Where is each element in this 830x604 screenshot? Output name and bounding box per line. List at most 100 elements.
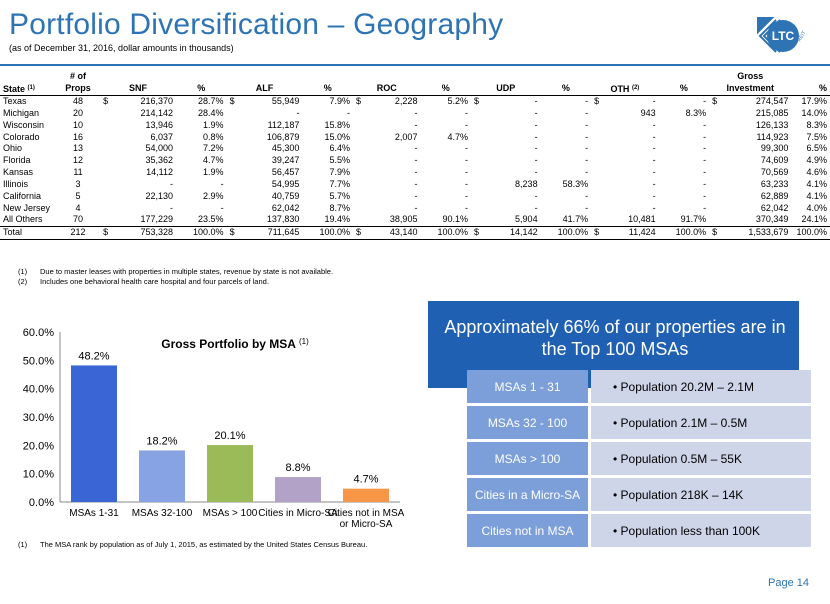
bar-value-label: 4.7% [353, 474, 378, 486]
cell-props: 11 [73, 167, 83, 178]
cell-alf: 39,247 [271, 155, 300, 166]
cell-alf-d [227, 143, 242, 155]
cell-inv: 70,569 [760, 167, 789, 178]
cell-snf-p: 0.8% [203, 131, 224, 142]
cell-roc-d: $ [353, 225, 368, 240]
msa-label: MSAs 1 - 31 [467, 370, 588, 403]
cell-oth: - [652, 179, 656, 190]
cell-oth-d [591, 214, 606, 226]
bar-value-label: 20.1% [214, 430, 245, 442]
cell-oth-p: 91.7% [680, 214, 707, 225]
cell-props: 5 [75, 190, 81, 201]
cell-oth-p: - [703, 167, 707, 178]
cell-props: 3 [75, 179, 81, 190]
y-tick-label: 20.0% [23, 440, 54, 452]
cell-alf: 40,759 [271, 190, 300, 201]
cell-inv-d [709, 214, 724, 226]
cell-props: 10 [72, 119, 83, 130]
table-row: Wisconsin 10 13,946 1.9% 112,187 15.8% - - - - - - 1… [0, 119, 830, 131]
cell-inv-d: $ [709, 225, 724, 240]
col-props-top: # of [69, 71, 86, 82]
cell-snf: 22,130 [145, 190, 173, 201]
y-tick-label: 40.0% [23, 384, 54, 396]
cell-state: Florida [3, 155, 31, 166]
cell-roc-p: - [465, 155, 469, 166]
cell-udp: 8,238 [515, 179, 538, 190]
cell-props: 48 [72, 96, 83, 107]
cell-udp-p: - [585, 107, 589, 118]
cell-oth: - [652, 119, 656, 130]
cell-udp-d: $ [471, 225, 486, 240]
cell-inv-d [709, 119, 724, 131]
table-row: Kansas 11 14,112 1.9% 56,457 7.9% - - - - - - 70,569… [0, 167, 830, 179]
cell-snf-p: 2.9% [203, 190, 224, 201]
cell-udp: 14,142 [485, 225, 541, 240]
cell-roc-p: 4.7% [447, 131, 469, 142]
cell-alf-p: 5.7% [329, 190, 351, 201]
cell-inv-d [709, 202, 724, 214]
table-row: Michigan 20 214,142 28.4% - - - - - - 943 8.3% 215,0… [0, 107, 830, 119]
cell-roc-d [353, 119, 368, 131]
cell-udp: 5,904 [515, 214, 538, 225]
cell-udp-p: 41.7% [562, 214, 589, 225]
cell-snf: 14,112 [146, 167, 173, 178]
table-footnotes: (1) Due to master leases with properties … [18, 267, 333, 287]
cell-roc-p: 5.2% [447, 96, 469, 107]
cell-inv: 62,889 [760, 190, 789, 201]
table-row: Florida 12 35,362 4.7% 39,247 5.5% - - - - - - 74,60… [0, 155, 830, 167]
cell-alf: 137,830 [266, 214, 300, 225]
cell-roc-d [353, 167, 368, 179]
cell-udp-d [471, 179, 486, 191]
cell-roc-p: - [465, 179, 469, 190]
cell-state: Total [0, 225, 56, 240]
cell-roc-p: - [465, 107, 469, 118]
cell-udp-p: - [585, 119, 589, 130]
msa-row: MSAs 32 - 100 • Population 2.1M – 0.5M [467, 406, 811, 439]
cell-udp-p: - [585, 96, 589, 107]
cell-inv-p: 14.0% [801, 107, 827, 118]
y-tick-label: 10.0% [23, 469, 54, 481]
cell-snf-d [100, 167, 115, 179]
cell-inv-d [709, 167, 724, 179]
table-total-row: Total 212 $753,328 100.0% $711,645 100.0% $43,… [0, 225, 830, 240]
cell-snf-d [100, 179, 115, 191]
cell-snf-d: $ [103, 96, 109, 107]
cell-snf-p: 23.5% [198, 214, 224, 225]
chart-footnote: (1) The MSA rank by population as of July… [18, 540, 368, 549]
cell-roc-d [353, 131, 368, 143]
cell-props: 20 [72, 107, 83, 118]
cell-inv: 274,547 [755, 96, 789, 107]
msa-population: • Population 2.1M – 0.5M [591, 406, 811, 439]
cell-oth-d: $ [591, 225, 606, 240]
cell-alf-p: 6.4% [329, 143, 351, 154]
cell-inv: 370,349 [755, 214, 789, 225]
cell-roc-p: - [465, 119, 469, 130]
msa-row: MSAs 1 - 31 • Population 20.2M – 2.1M [467, 370, 811, 403]
cell-alf-p: 8.7% [329, 202, 351, 213]
cell-alf-p: 7.9% [329, 96, 351, 107]
cell-oth-d [591, 202, 606, 214]
cell-roc: - [414, 155, 418, 166]
cell-oth: - [652, 96, 656, 107]
bar-value-label: 48.2% [78, 350, 109, 362]
cell-roc-d [353, 155, 368, 167]
cell-alf-d [227, 155, 242, 167]
cell-oth-d [591, 107, 606, 119]
cell-state: All Others [3, 214, 43, 225]
cell-inv-p: 4.6% [806, 167, 827, 178]
cell-udp-d [471, 143, 486, 155]
cell-inv-d [709, 191, 724, 203]
cell-oth: - [652, 202, 656, 213]
cell-inv-d [709, 107, 724, 119]
table-row: New Jersey 4 - - 62,042 8.7% - - - - - - 62,042 4.0% [0, 202, 830, 214]
cell-oth-p: - [703, 202, 707, 213]
cell-inv-p: 7.5% [806, 131, 827, 142]
cell-udp-d [471, 191, 486, 203]
col-investment: Investment [709, 82, 792, 96]
cell-alf: 62,042 [271, 202, 300, 213]
cell-snf: - [169, 179, 173, 190]
cell-alf-d [227, 107, 242, 119]
cell-snf-d: $ [100, 225, 115, 240]
x-tick-label: MSAs 1-31 [69, 508, 119, 519]
bar [71, 365, 117, 502]
